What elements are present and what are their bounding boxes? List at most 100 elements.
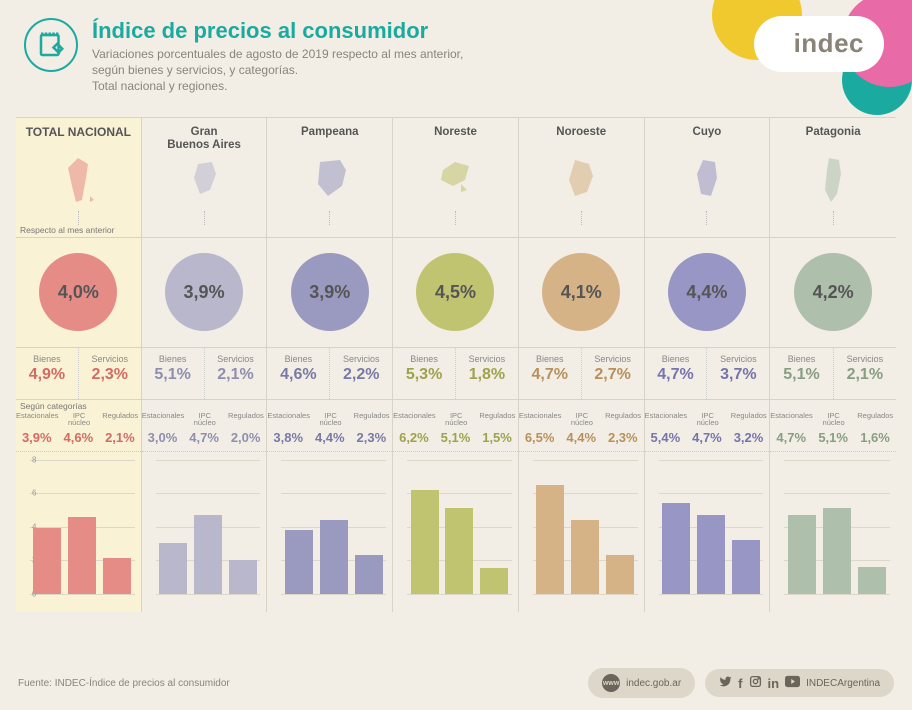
map-icon [180,156,228,204]
bar [606,555,634,594]
bienes-cell: Bienes 5,1% [770,348,833,399]
bienes-cell: Bienes 4,7% [519,348,582,399]
respecto-label: Respecto al mes anterior [20,225,115,235]
region-column: TOTAL NACIONAL Respecto al mes anterior … [16,118,142,612]
bar [445,508,473,593]
map-icon [306,156,354,204]
logo: indec [794,28,864,59]
bienes-servicios-row: Bienes 4,6% Servicios 2,2% [267,348,392,400]
category-header: Estacionales IPCnúcleo Regulados [267,412,392,430]
source-text: Fuente: INDEC-Índice de precios al consu… [18,678,578,689]
region-name: Pampeana [267,126,392,154]
bar [159,543,187,593]
bar [697,515,725,594]
www-icon: www [602,674,620,692]
servicios-cell: Servicios 3,7% [707,348,769,399]
notepad-icon [24,18,78,72]
region-header: Noreste [393,118,518,238]
twitter-icon [719,675,732,691]
category-header: Estacionales IPCnúcleo Regulados [142,412,267,430]
segun-label: Según categorías [20,401,87,411]
category-header: Estacionales IPCnúcleo Regulados [770,412,896,430]
category-chart [142,452,267,612]
category-chart [770,452,896,612]
bars [281,460,386,594]
bar [536,485,564,594]
category-chart [519,452,644,612]
bienes-servicios-row: Bienes 4,7% Servicios 2,7% [519,348,644,400]
youtube-icon [785,675,800,691]
bars [156,460,261,594]
bar [320,520,348,594]
total-row: 3,9% [267,238,392,348]
bar [823,508,851,593]
total-row: 4,4% [645,238,770,348]
servicios-cell: Servicios 2,1% [205,348,267,399]
category-values: 3,9%4,6%2,1% [16,430,141,452]
region-header: Cuyo [645,118,770,238]
region-column: Gran Buenos Aires 3,9% Bienes 5,1% Servi… [142,118,268,612]
total-circle: 3,9% [291,253,369,331]
category-values: 5,4%4,7%3,2% [645,430,770,452]
servicios-cell: Servicios 2,1% [834,348,896,399]
bars [659,460,764,594]
region-column: Noreste 4,5% Bienes 5,3% Servicios 1,8% … [393,118,519,612]
region-header: Gran Buenos Aires [142,118,267,238]
bienes-servicios-row: Bienes 5,3% Servicios 1,8% [393,348,518,400]
bienes-servicios-row: Bienes 4,7% Servicios 3,7% [645,348,770,400]
servicios-cell: Servicios 2,3% [79,348,141,399]
map-icon [54,156,102,204]
bienes-cell: Bienes 5,3% [393,348,456,399]
category-header: Estacionales IPCnúcleo Regulados [393,412,518,430]
total-row: 3,9% [142,238,267,348]
bar [411,490,439,594]
bars [784,460,890,594]
category-header: Estacionales IPCnúcleo Regulados [519,412,644,430]
category-chart [267,452,392,612]
total-row: 4,1% [519,238,644,348]
bar [662,503,690,593]
bar [229,560,257,594]
servicios-cell: Servicios 1,8% [456,348,518,399]
region-name: Patagonia [770,126,896,154]
total-circle: 4,5% [416,253,494,331]
region-name: Noroeste [519,126,644,154]
bar [571,520,599,594]
category-chart [393,452,518,612]
category-header: Estacionales IPCnúcleo Regulados [16,412,141,430]
category-values: 4,7%5,1%1,6% [770,430,896,452]
region-header: Noroeste [519,118,644,238]
bar [788,515,816,594]
total-circle: 3,9% [165,253,243,331]
facebook-icon: f [738,676,742,691]
total-circle: 4,2% [794,253,872,331]
region-name: TOTAL NACIONAL [16,126,141,154]
category-chart: 02468 [16,452,141,612]
instagram-icon [749,675,762,691]
category-values: 3,0%4,7%2,0% [142,430,267,452]
region-header: TOTAL NACIONAL Respecto al mes anterior [16,118,141,238]
region-header: Patagonia [770,118,896,238]
total-row: 4,2% [770,238,896,348]
category-values: 3,8%4,4%2,3% [267,430,392,452]
servicios-cell: Servicios 2,7% [582,348,644,399]
category-values: 6,5%4,4%2,3% [519,430,644,452]
map-icon [431,156,479,204]
website-pill[interactable]: www indec.gob.ar [588,668,695,698]
header: Índice de precios al consumidor Variacio… [0,0,912,107]
bar [480,568,508,593]
bienes-servicios-row: Bienes 4,9% Servicios 2,3% Según categor… [16,348,141,400]
region-column: Pampeana 3,9% Bienes 4,6% Servicios 2,2%… [267,118,393,612]
region-column: Patagonia 4,2% Bienes 5,1% Servicios 2,1… [770,118,896,612]
map-icon [683,156,731,204]
logo-area: indec [702,0,912,95]
servicios-cell: Servicios 2,2% [330,348,392,399]
region-name: Gran Buenos Aires [142,126,267,154]
region-name: Noreste [393,126,518,154]
total-circle: 4,4% [668,253,746,331]
social-pill[interactable]: f in INDECArgentina [705,669,894,697]
bienes-cell: Bienes 4,7% [645,348,708,399]
bar [285,530,313,594]
bienes-cell: Bienes 4,6% [267,348,330,399]
linkedin-icon: in [768,676,780,691]
